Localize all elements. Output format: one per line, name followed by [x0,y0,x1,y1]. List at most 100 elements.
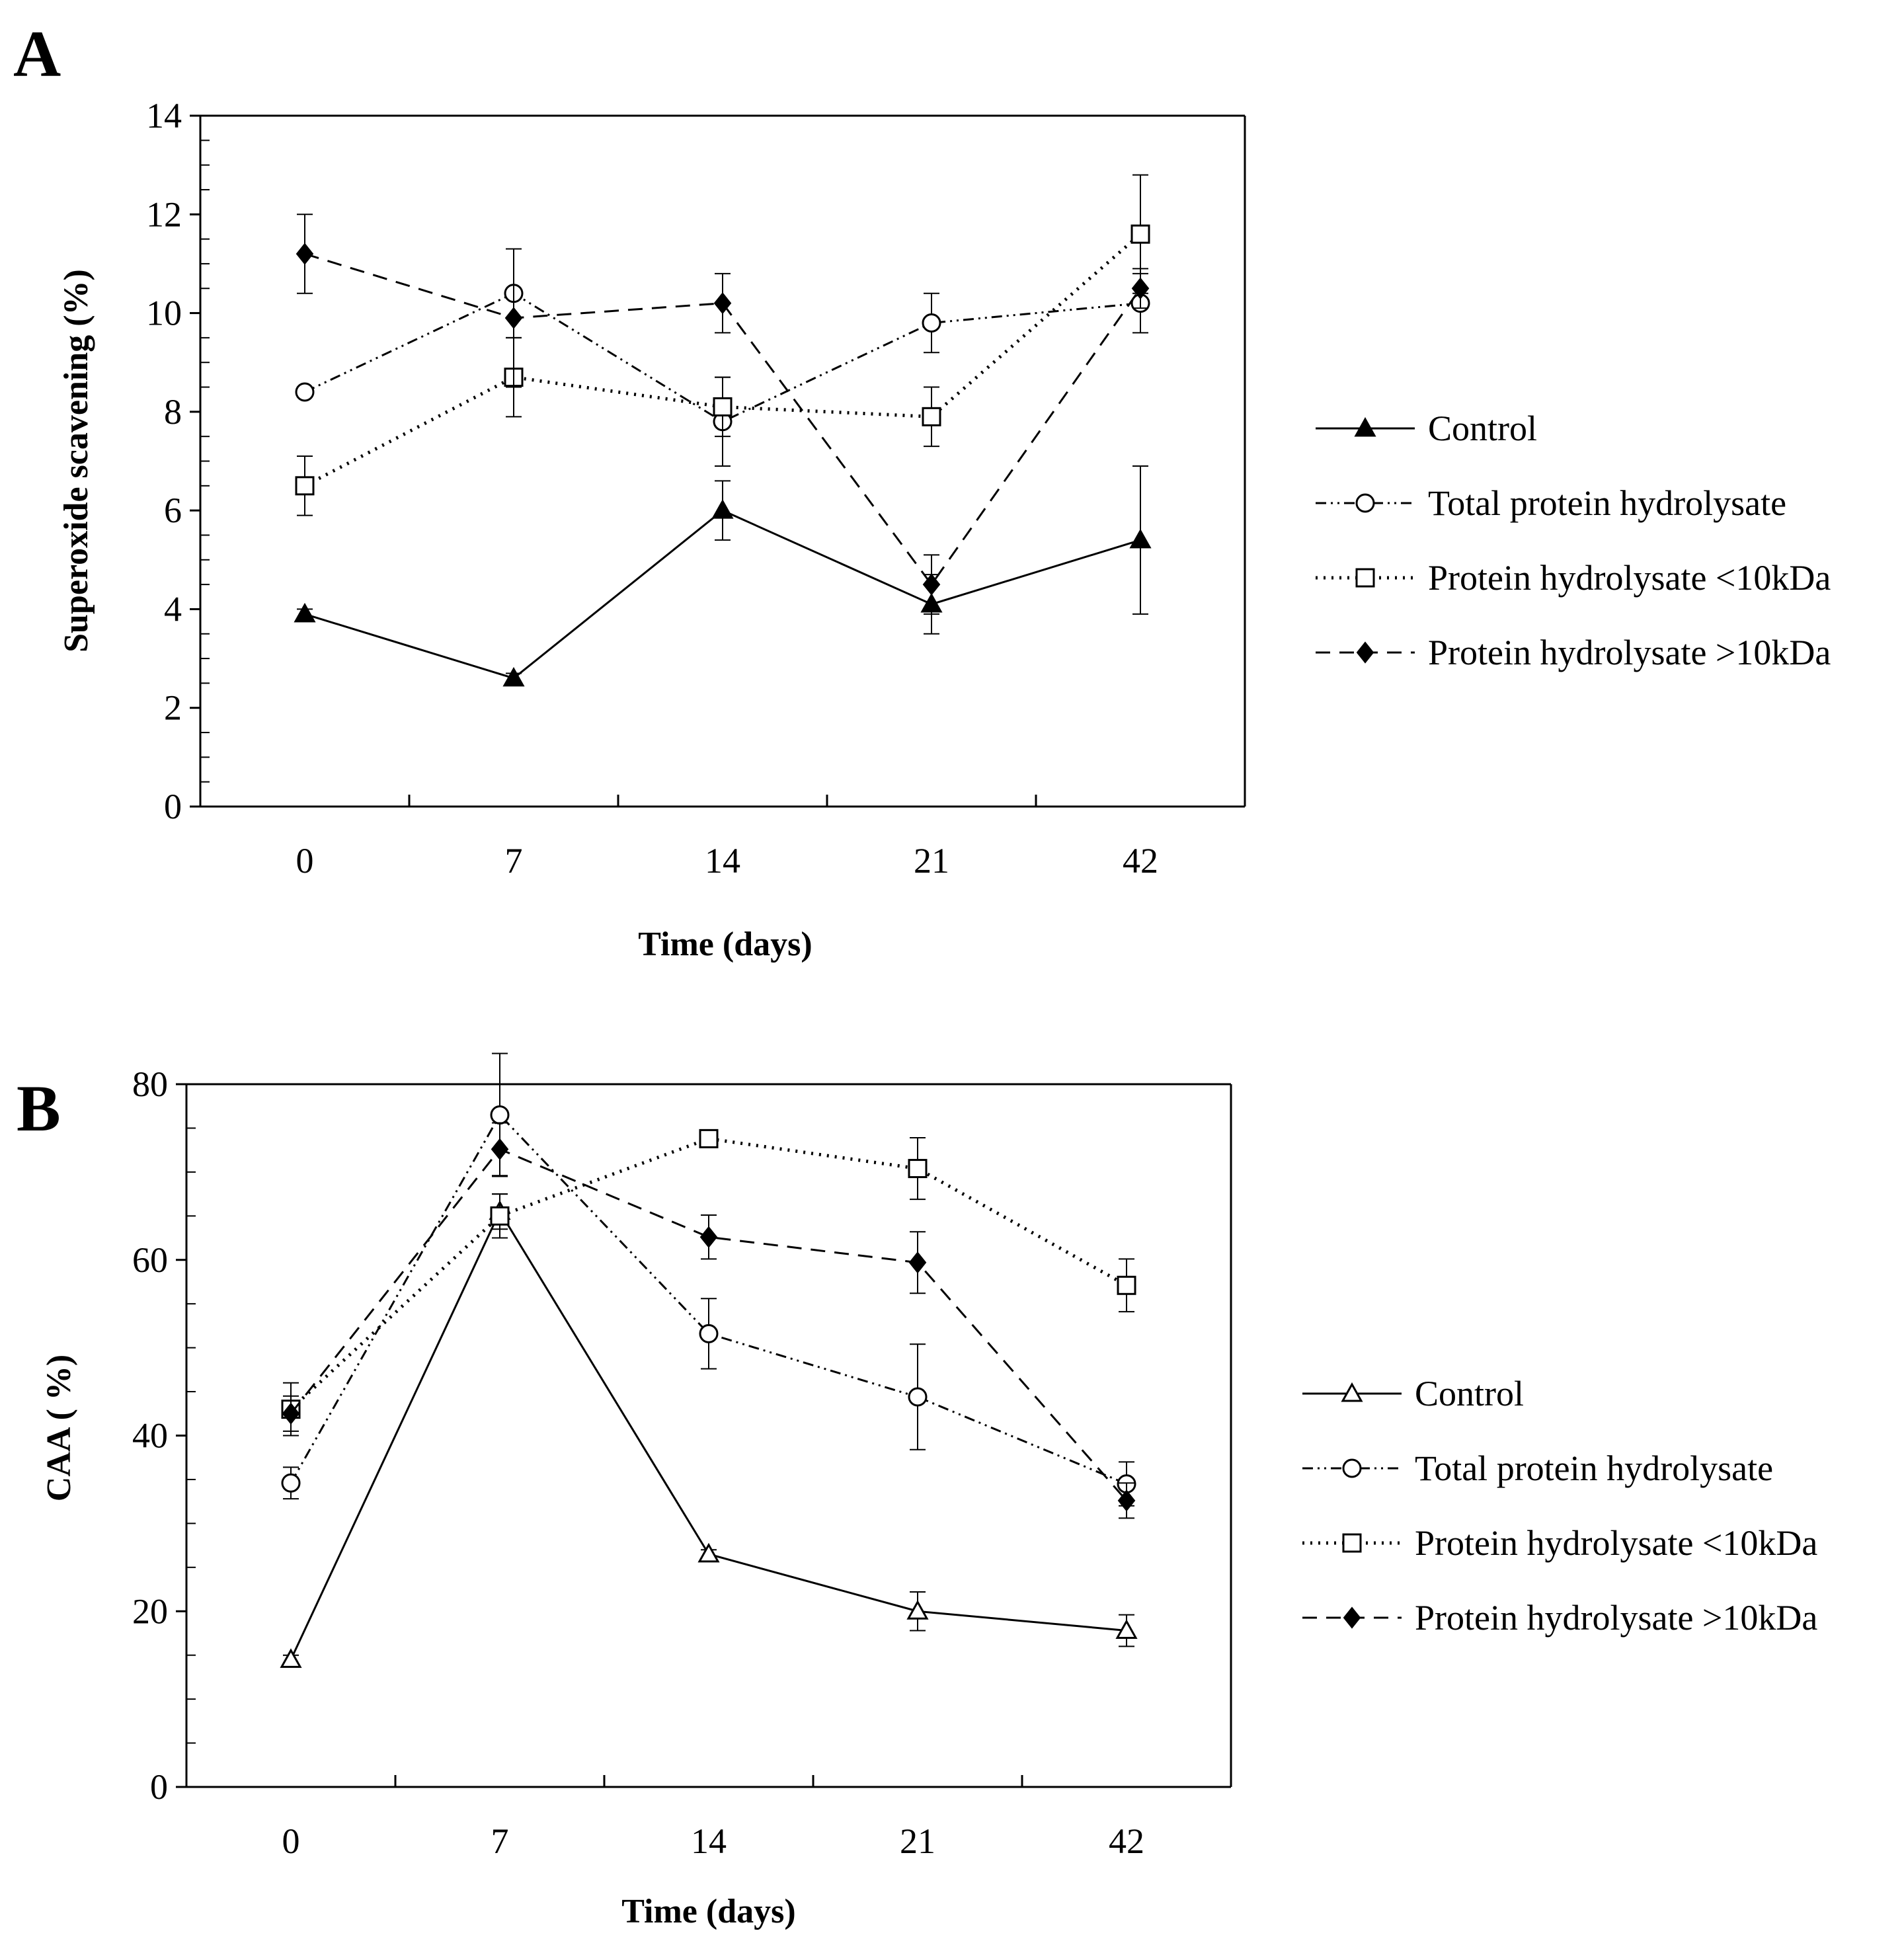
x-axis-title: Time (days) [638,926,812,963]
series-0 [280,1193,1138,1668]
y-tick-label: 0 [150,1767,168,1807]
data-point [296,243,314,265]
series-line [290,1209,1127,1660]
legend-item: Protein hydrolysate >10kDa [1302,1598,1817,1638]
series-3 [282,1122,1136,1519]
data-point [713,292,732,315]
legend-item: Protein hydrolysate >10kDa [1316,633,1831,672]
y-tick-labels: 0 20 40 60 80 [132,1064,168,1807]
data-point [908,1251,927,1274]
series-line [304,253,1142,586]
y-tick-label: 40 [132,1416,168,1456]
data-point [282,1402,300,1425]
legend-label: Control [1415,1374,1524,1413]
y-tick-label: 20 [132,1591,168,1631]
y-axis-title: Superoxide scavening (%) [58,269,95,653]
data-point [699,1324,719,1343]
y-tick-label: 10 [146,294,182,333]
series-line [304,292,1141,423]
data-point [294,602,316,623]
series-layer [280,1052,1138,1668]
x-tick-label: 21 [914,841,949,881]
panel-letter-b: B [17,1072,61,1145]
data-point [711,499,734,519]
data-point [699,1226,718,1248]
data-point [697,1542,720,1563]
legend: Control Total protein hydrolysate Protein … [1302,1374,1817,1638]
legend-item: Control [1302,1374,1524,1413]
data-point [713,397,733,416]
legend-marker [1355,493,1375,513]
data-point [491,1138,509,1160]
legend-label: Protein hydrolysate <10kDa [1428,558,1831,598]
panel-a: A 0 2 4 6 8 10 12 14 0 7 14 21 42 Time (days) Super… [13,17,1831,963]
data-point [295,382,315,402]
legend-label: Total protein hydrolysate [1415,1448,1773,1488]
panel-letter-a: A [13,17,61,91]
data-point [1130,224,1150,244]
legend-label: Protein hydrolysate >10kDa [1415,1598,1817,1638]
y-tick-label: 8 [164,392,182,432]
y-tick-label: 4 [164,589,182,629]
data-point [1117,1489,1136,1512]
x-tick-label: 14 [691,1821,727,1861]
series-1 [281,1052,1136,1507]
data-point [908,1387,928,1407]
series-line [290,1148,1128,1501]
data-point [504,307,523,329]
legend-marker [1343,1606,1361,1629]
series-layer [294,174,1152,687]
x-tick-label: 42 [1109,1821,1144,1861]
data-point [1115,1619,1138,1639]
x-axis-title: Time (days) [621,1893,795,1930]
y-tick-label: 6 [164,491,182,530]
legend-label: Total protein hydrolysate [1428,483,1786,523]
axis-ticks [190,114,1246,808]
x-tick-label: 7 [491,1821,509,1861]
data-point [699,1128,719,1148]
data-point [490,1206,510,1226]
data-point [908,1159,928,1179]
x-tick-label: 0 [282,1821,300,1861]
legend-marker [1354,416,1376,437]
data-point [1129,528,1152,549]
data-point [295,476,315,496]
x-tick-labels: 0 7 14 21 42 [282,1821,1145,1861]
legend-marker [1341,1382,1363,1402]
series-2 [281,1128,1136,1437]
series-2 [295,174,1150,516]
data-point [922,407,941,426]
legend-item: Protein hydrolysate <10kDa [1302,1523,1817,1563]
data-point [280,1648,302,1668]
x-tick-label: 42 [1123,841,1158,881]
legend-marker [1355,568,1375,588]
legend-item: Total protein hydrolysate [1302,1448,1773,1488]
data-point [906,1600,929,1620]
data-point [922,573,941,596]
legend-item: Total protein hydrolysate [1316,483,1786,523]
data-point [1131,277,1150,299]
y-tick-label: 2 [164,688,182,728]
axis-ticks [176,1083,1232,1788]
legend: Control Total protein hydrolysate Protein … [1316,409,1831,672]
y-tick-label: 14 [146,96,182,136]
y-tick-label: 12 [146,194,182,234]
legend-marker [1342,1458,1362,1478]
data-point [502,666,525,687]
legend-item: Control [1316,409,1537,448]
y-tick-label: 0 [164,787,182,826]
y-axis-title: CAA ( %) [40,1355,78,1501]
x-tick-label: 0 [296,841,314,881]
data-point [281,1473,301,1493]
legend-label: Control [1428,409,1537,448]
y-tick-label: 80 [132,1064,168,1104]
series-0 [294,465,1152,687]
series-3 [296,214,1150,615]
y-tick-label: 60 [132,1240,168,1280]
legend-marker [1342,1533,1362,1553]
data-point [922,313,941,333]
x-tick-label: 21 [900,1821,935,1861]
legend-marker [1356,641,1374,664]
x-tick-label: 7 [505,841,523,881]
